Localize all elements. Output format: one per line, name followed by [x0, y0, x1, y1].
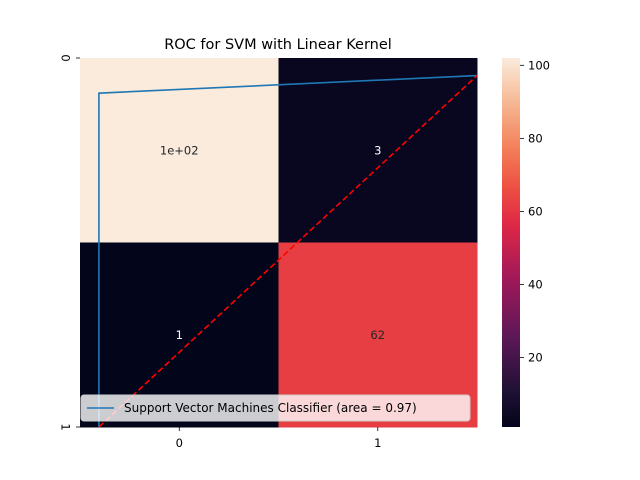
colorbar-tick-label: 40 [528, 278, 543, 292]
chance-line [98, 74, 478, 428]
cell-annotations: 1e+02 3 1 62 [160, 143, 385, 342]
y-tick-label: 0 [59, 54, 73, 61]
cell-annotation: 62 [370, 328, 385, 342]
heatmap-cell [278, 58, 478, 243]
cell-annotation: 1 [176, 328, 183, 342]
colorbar-tick-label: 60 [528, 204, 543, 218]
chart-title: ROC for SVM with Linear Kernel [164, 37, 392, 53]
roc-overlay-lines [98, 74, 478, 428]
cell-annotation: 1e+02 [160, 143, 199, 157]
x-tick-label: 0 [176, 436, 183, 450]
colorbar-tick-label: 100 [528, 58, 550, 72]
colorbar: 20 40 60 80 100 [502, 58, 550, 427]
roc-curve-line [98, 74, 478, 427]
y-axis-ticks: 01 [59, 54, 80, 431]
y-tick-label: 1 [59, 423, 73, 430]
colorbar-gradient [502, 58, 520, 427]
heatmap-cells [80, 58, 478, 428]
colorbar-tick-label: 20 [528, 351, 543, 365]
x-tick-label: 1 [374, 436, 381, 450]
legend: Support Vector Machines Classifier (area… [80, 394, 471, 422]
colorbar-tick-label: 80 [528, 131, 543, 145]
legend-label: Support Vector Machines Classifier (area… [124, 401, 417, 415]
cell-annotation: 3 [374, 143, 381, 157]
legend-box [80, 394, 471, 422]
